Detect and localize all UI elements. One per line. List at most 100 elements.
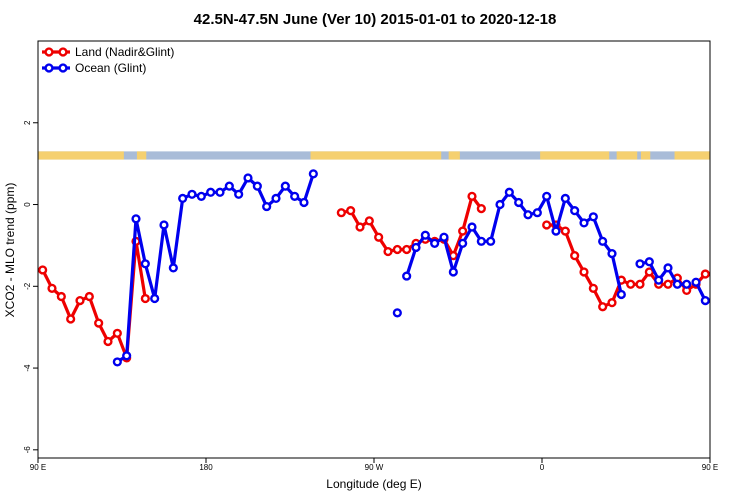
series-point-1 — [168, 263, 178, 273]
x-axis: 90 E 180 90 W 0 90 E — [30, 458, 718, 472]
land-segment — [616, 151, 638, 160]
series-point-0 — [663, 279, 673, 289]
series-point-1 — [691, 277, 701, 287]
series-point-1 — [607, 248, 617, 259]
land-segment — [448, 151, 460, 160]
series-point-1 — [215, 187, 225, 197]
series-point-1 — [672, 279, 682, 289]
legend-marker — [44, 63, 54, 73]
series-point-1 — [458, 238, 468, 248]
x-tick-label: 90 W — [365, 463, 384, 472]
series-point-1 — [122, 351, 132, 361]
series-point-0 — [402, 244, 412, 255]
y-tick-label: -4 — [23, 364, 32, 372]
series-point-0 — [75, 296, 85, 306]
series-line-0 — [340, 194, 483, 258]
series-point-1 — [411, 242, 421, 253]
land-segment — [310, 151, 442, 160]
series-point-0 — [607, 298, 617, 308]
series-point-1 — [392, 308, 402, 318]
series-point-1 — [196, 191, 206, 201]
series-point-1 — [542, 191, 552, 201]
series-point-0 — [626, 279, 636, 289]
series-point-0 — [346, 206, 356, 216]
series-point-0 — [94, 318, 104, 328]
series-point-1 — [467, 222, 477, 232]
land-ocean-strip — [38, 151, 710, 160]
series-point-0 — [38, 265, 48, 275]
x-tick-label: 180 — [199, 463, 213, 472]
series-point-1 — [187, 189, 197, 199]
series-point-1 — [243, 173, 253, 183]
series-point-0 — [383, 246, 393, 257]
series-point-1 — [402, 271, 412, 281]
series-point-0 — [579, 267, 589, 277]
series-point-0 — [103, 336, 113, 347]
series-point-1 — [178, 193, 188, 203]
legend-label: Land (Nadir&Glint) — [75, 45, 174, 59]
series-point-1 — [570, 206, 580, 216]
x-tick-label: 0 — [540, 463, 545, 472]
series-point-1 — [532, 208, 542, 218]
series-point-1 — [476, 236, 486, 246]
series-point-0 — [364, 216, 374, 226]
series-point-1 — [252, 181, 262, 191]
series-layer — [38, 169, 710, 367]
series-point-1 — [112, 357, 122, 367]
series-point-0 — [635, 279, 645, 289]
land-segment — [38, 151, 124, 160]
y-axis: -6 -4 -2 0 2 — [23, 120, 38, 453]
series-point-0 — [374, 232, 384, 242]
series-point-0 — [570, 251, 580, 261]
series-point-1 — [514, 197, 524, 208]
series-point-1 — [131, 214, 141, 224]
series-point-1 — [523, 210, 533, 220]
chart-title: 42.5N-47.5N June (Ver 10) 2015-01-01 to … — [194, 11, 557, 28]
series-line-0 — [546, 223, 707, 309]
series-point-1 — [140, 259, 150, 269]
series-point-1 — [159, 220, 169, 230]
series-point-0 — [392, 244, 402, 255]
series-point-0 — [700, 269, 710, 279]
series-point-1 — [486, 236, 496, 246]
series-point-0 — [336, 208, 346, 218]
series-point-1 — [308, 169, 318, 179]
legend-marker — [58, 63, 68, 73]
series-point-1 — [504, 187, 514, 197]
series-point-1 — [560, 193, 570, 203]
series-point-1 — [663, 263, 673, 273]
legend-marker — [58, 47, 68, 57]
series-point-1 — [700, 296, 710, 306]
series-point-1 — [262, 201, 272, 212]
series-point-0 — [467, 191, 477, 201]
y-tick-label: 0 — [23, 202, 32, 207]
y-tick-label: -6 — [23, 446, 32, 454]
y-tick-label: -2 — [23, 282, 32, 290]
y-axis-label: XCO2 - MLO trend (ppm) — [3, 183, 17, 318]
series-point-0 — [112, 328, 122, 338]
series-point-0 — [355, 222, 365, 232]
series-point-1 — [234, 189, 244, 199]
series-point-1 — [439, 232, 449, 242]
x-tick-label: 90 E — [30, 463, 46, 472]
y-tick-label: 2 — [23, 120, 32, 125]
series-point-1 — [598, 236, 608, 246]
series-point-1 — [271, 193, 281, 203]
land-segment — [674, 151, 710, 160]
series-point-0 — [47, 283, 57, 293]
series-point-1 — [430, 238, 440, 248]
series-point-1 — [150, 293, 160, 304]
series-point-0 — [598, 302, 608, 312]
series-point-1 — [290, 191, 300, 201]
series-point-1 — [551, 226, 561, 236]
series-point-1 — [635, 259, 645, 269]
series-point-1 — [224, 181, 234, 191]
series-point-1 — [616, 289, 626, 300]
x-tick-label: 90 E — [702, 463, 718, 472]
series-point-1 — [420, 230, 430, 240]
series-point-0 — [560, 226, 570, 236]
series-point-1 — [579, 218, 589, 228]
series-point-1 — [588, 212, 598, 222]
series-point-0 — [542, 220, 552, 230]
